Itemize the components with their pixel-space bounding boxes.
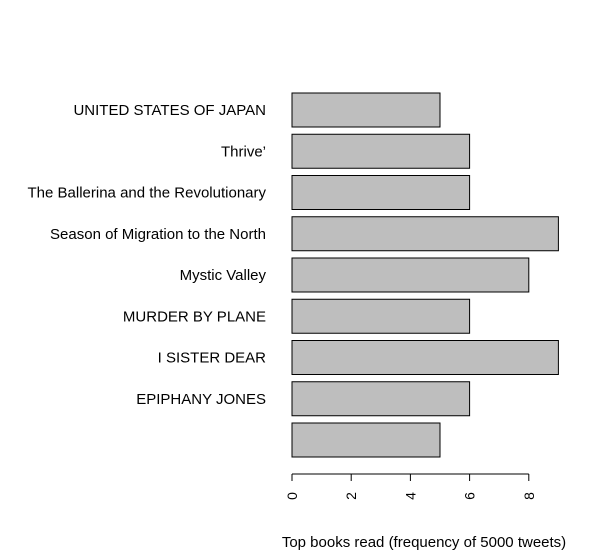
x-tick-label: 4 [402,492,418,500]
bar [291,175,471,210]
bar [291,422,441,458]
bar [291,298,471,334]
x-tick-label: 8 [521,492,537,500]
bar [291,133,471,169]
category-label: I SISTER DEAR [158,350,267,367]
category-label: Mystic Valley [180,267,267,284]
category-label: UNITED STATES OF JAPAN [73,102,266,119]
category-label: Thrive’ [221,143,266,160]
category-label: MURDER BY PLANE [123,308,266,325]
x-axis: 0 2 4 6 8 [284,473,537,500]
x-axis-title: Top books read (frequency of 5000 tweets… [282,534,566,551]
x-tick-label: 0 [284,492,300,500]
bar [291,216,559,252]
bar [291,340,559,375]
category-labels: UNITED STATES OF JAPAN Thrive’ The Balleri… [28,102,267,408]
category-label: The Ballerina and the Revolutionary [28,185,267,202]
category-label: EPIPHANY JONES [136,391,266,408]
bar [291,257,530,293]
x-tick-label: 2 [343,492,359,500]
bar [291,92,441,128]
bars-layer [291,92,559,458]
category-label: Season of Migration to the North [50,226,266,243]
bar [291,381,471,417]
x-tick-label: 6 [462,492,478,500]
